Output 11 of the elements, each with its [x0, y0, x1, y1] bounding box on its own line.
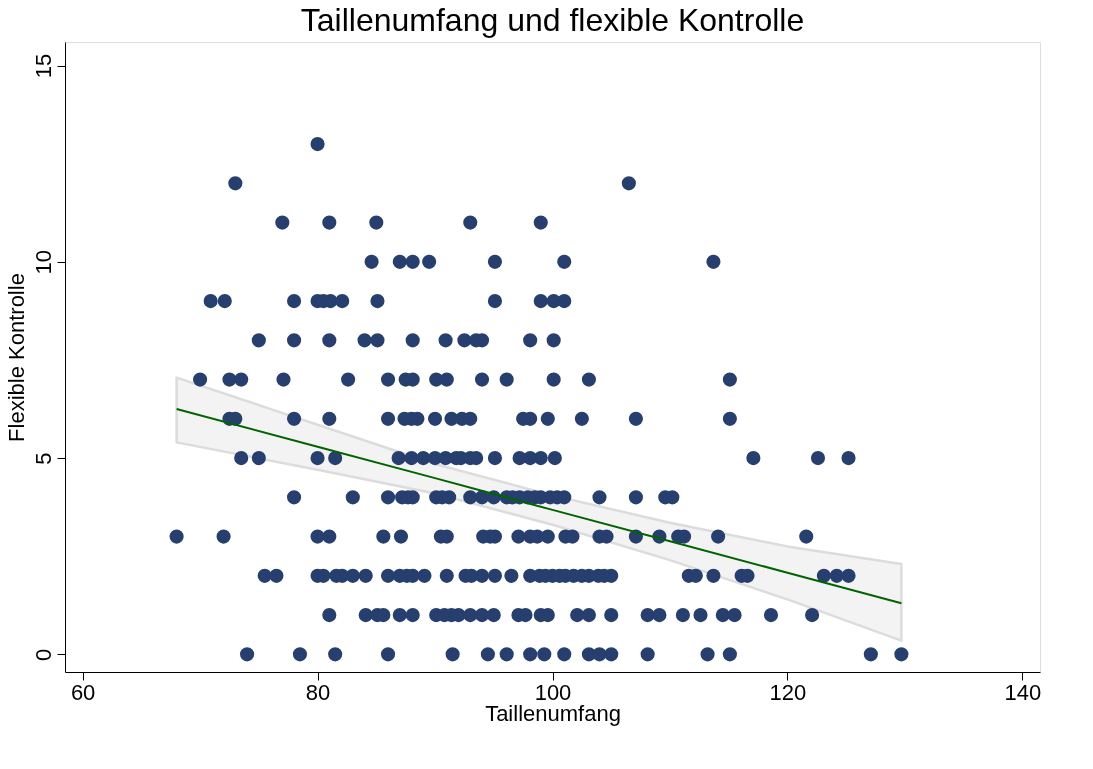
- y-tick-label: 15: [30, 53, 56, 79]
- line-series: [175, 408, 903, 605]
- x-tick-label: 140: [1004, 679, 1042, 705]
- x-tick-label: 120: [769, 679, 807, 705]
- y-tick-label: 5: [30, 452, 56, 465]
- chart-title: Taillenumfang und flexible Kontrolle: [300, 2, 805, 38]
- y-tick-label: 10: [30, 250, 56, 275]
- x-tick-label: 80: [305, 679, 331, 705]
- y-tick-label: 0: [30, 648, 56, 661]
- x-tick-label: 60: [70, 679, 96, 705]
- y-axis-title: Flexible Kontrolle: [3, 273, 29, 442]
